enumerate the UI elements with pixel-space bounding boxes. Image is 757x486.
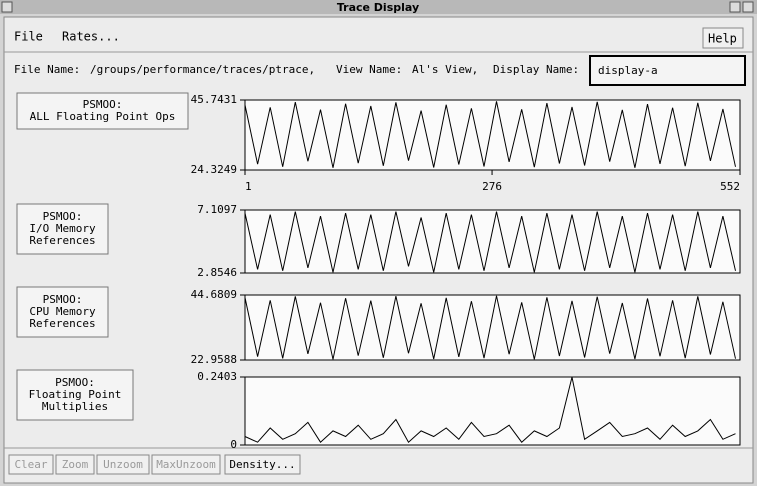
plot-frame bbox=[244, 376, 741, 446]
x-tick-label: 552 bbox=[720, 180, 740, 193]
menu-help[interactable]: Help bbox=[708, 32, 737, 46]
y-tick-label: 24.3249 bbox=[191, 163, 237, 176]
series-button[interactable] bbox=[16, 92, 189, 130]
display-name-input[interactable] bbox=[589, 55, 746, 86]
trace-line bbox=[244, 211, 736, 273]
y-tick-label: 2.8546 bbox=[197, 266, 237, 279]
window-menu-button[interactable] bbox=[1, 1, 13, 13]
plot-frame bbox=[244, 209, 741, 274]
y-tick-label: 0 bbox=[230, 438, 237, 451]
plot-frame bbox=[244, 99, 741, 171]
trace-line bbox=[244, 376, 736, 443]
toolbar-button-label: Unzoom bbox=[103, 458, 143, 471]
toolbar-button-label[interactable]: Density... bbox=[229, 458, 295, 471]
menu-file[interactable]: File bbox=[14, 30, 43, 44]
file-name-label: File Name: bbox=[14, 63, 80, 76]
y-tick-label: 44.6809 bbox=[191, 288, 237, 301]
y-tick-label: 7.1097 bbox=[197, 203, 237, 216]
plot-frame bbox=[244, 294, 741, 361]
series-button[interactable] bbox=[16, 286, 109, 338]
toolbar-button[interactable] bbox=[224, 454, 301, 475]
minimize-button[interactable] bbox=[729, 1, 741, 13]
trace-line bbox=[244, 101, 736, 168]
window-title: Trace Display bbox=[337, 1, 419, 14]
toolbar-button bbox=[96, 454, 150, 475]
toolbar-button-label: MaxUnzoom bbox=[156, 458, 216, 471]
series-label[interactable]: PSMOO: bbox=[43, 293, 83, 306]
view-name-value: Al's View, bbox=[412, 63, 478, 76]
series-label[interactable]: References bbox=[29, 317, 95, 330]
series-label[interactable]: ALL Floating Point Ops bbox=[30, 110, 176, 123]
toolbar-button-label: Clear bbox=[14, 458, 47, 471]
y-tick-label: 45.7431 bbox=[191, 93, 237, 106]
series-label[interactable]: PSMOO: bbox=[83, 98, 123, 111]
trace-line bbox=[244, 295, 736, 360]
x-tick-label: 276 bbox=[482, 180, 502, 193]
title-bar bbox=[0, 0, 757, 14]
display-name-value[interactable]: display-a bbox=[598, 64, 658, 77]
y-tick-label: 0.2403 bbox=[197, 370, 237, 383]
toolbar-button bbox=[55, 454, 95, 475]
series-label[interactable]: References bbox=[29, 234, 95, 247]
x-tick-label: 1 bbox=[245, 180, 252, 193]
view-name-label: View Name: bbox=[336, 63, 402, 76]
maximize-button[interactable] bbox=[742, 1, 754, 13]
series-button[interactable] bbox=[16, 369, 134, 421]
series-label[interactable]: PSMOO: bbox=[43, 210, 83, 223]
menu-rates[interactable]: Rates... bbox=[62, 30, 120, 44]
series-label[interactable]: PSMOO: bbox=[55, 376, 95, 389]
series-label[interactable]: Floating Point bbox=[29, 388, 122, 401]
toolbar-button bbox=[151, 454, 221, 475]
series-label[interactable]: I/O Memory bbox=[29, 222, 96, 235]
display-name-label: Display Name: bbox=[493, 63, 579, 76]
y-tick-label: 22.9588 bbox=[191, 353, 237, 366]
file-name-value: /groups/performance/traces/ptrace, bbox=[90, 63, 315, 76]
series-label[interactable]: CPU Memory bbox=[29, 305, 96, 318]
series-label[interactable]: Multiplies bbox=[42, 400, 108, 413]
help-button-frame[interactable] bbox=[702, 27, 744, 49]
series-button[interactable] bbox=[16, 203, 109, 255]
toolbar-button-label: Zoom bbox=[62, 458, 89, 471]
toolbar-button bbox=[8, 454, 54, 475]
